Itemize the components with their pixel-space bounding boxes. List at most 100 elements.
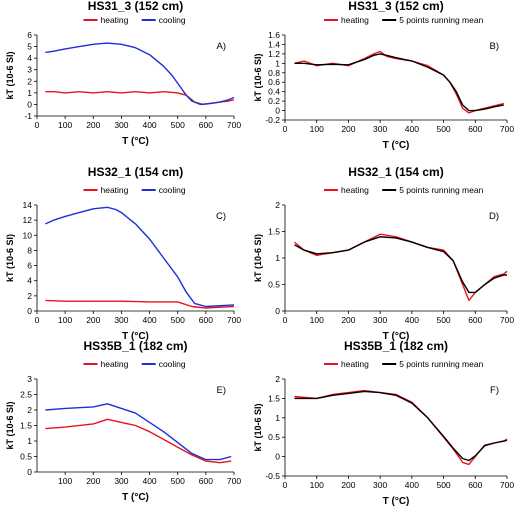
y-tick-label: -1 [24,111,32,121]
x-tick-label: 200 [341,124,355,134]
y-tick-label: 2.5 [20,390,32,400]
legend-label: heating [101,185,129,195]
y-tick-label: 2 [275,374,280,384]
series-line-cooling [45,206,235,308]
x-tick-label: 0 [35,315,40,325]
x-tick-label: 200 [341,480,355,490]
legend-label: cooling [159,185,186,195]
x-tick-label: 500 [171,476,185,486]
y-tick-label: 0 [275,306,280,316]
y-tick-label: 2 [275,200,280,210]
chart-legend: heating cooling [83,185,186,195]
x-axis-label: T (°C) [122,331,149,342]
legend-label: heating [341,185,369,195]
y-tick-label: 4 [27,276,32,286]
y-tick-label: 1.4 [268,39,280,49]
x-tick-label: 700 [227,120,241,130]
x-tick-label: 100 [58,120,72,130]
y-tick-label: 0 [27,306,32,316]
chart-legend: heating cooling [83,359,186,369]
series-line-heating [294,233,508,302]
series-line-5-points-running-mean [294,53,504,112]
chart-title: HS32_1 (154 cm) [88,165,183,179]
y-axis-label: kT (10-6 SI) [253,403,263,451]
x-tick-label: 400 [142,476,156,486]
legend-label: cooling [159,15,186,25]
y-axis-label: kT (10-6 SI) [5,234,15,282]
y-tick-label: 0.5 [268,280,280,290]
x-tick-label: 300 [373,124,387,134]
x-tick-label: 0 [283,315,288,325]
y-tick-label: 0 [27,99,32,109]
y-axis-label: kT (10-6 SI) [253,234,263,282]
y-axis-label: kT (10-6 SI) [5,401,15,449]
x-axis-label: T (°C) [383,331,410,342]
x-tick-label: 100 [310,315,324,325]
x-tick-label: 500 [171,120,185,130]
x-tick-label: 400 [405,480,419,490]
x-tick-label: 300 [114,315,128,325]
y-tick-label: -0.5 [265,471,280,481]
x-tick-label: 600 [199,120,213,130]
panel-label: F) [490,385,499,396]
y-tick-label: 1.6 [268,30,280,40]
x-axis-label: T (°C) [383,140,410,151]
y-tick-label: 1 [27,436,32,446]
x-tick-label: 500 [436,124,450,134]
x-tick-label: 400 [405,124,419,134]
series-line-heating [45,299,235,309]
x-tick-label: 700 [227,476,241,486]
x-tick-label: 500 [436,315,450,325]
x-axis-label: T (°C) [383,496,410,507]
x-tick-label: 400 [142,315,156,325]
y-tick-label: 2 [27,405,32,415]
x-tick-label: 400 [142,120,156,130]
legend-label: 5 points running mean [399,15,483,25]
chart-legend: heating 5 points running mean [324,15,484,25]
y-tick-label: 5 [27,42,32,52]
x-tick-label: 700 [227,315,241,325]
y-tick-label: 0 [27,467,32,477]
chart-title: HS35B_1 (182 cm) [83,339,187,353]
series-line-heating [45,418,232,464]
x-tick-label: 300 [373,315,387,325]
x-tick-label: 100 [310,124,324,134]
legend-label: heating [341,15,369,25]
y-axis-label: kT (10-6 SI) [5,51,15,99]
y-tick-label: 10 [23,230,33,240]
panel-label: B) [490,41,500,52]
chart-legend: heating 5 points running mean [324,359,484,369]
x-tick-label: 0 [283,480,288,490]
y-tick-label: 12 [23,215,33,225]
y-axis-label: kT (10-6 SI) [253,53,263,101]
y-tick-label: 0 [275,106,280,116]
chart-title: HS32_1 (154 cm) [348,165,443,179]
y-tick-label: 0.2 [268,96,280,106]
series-line-5-points-running-mean [294,390,508,462]
y-tick-label: 1.5 [268,227,280,237]
y-tick-label: 1.5 [20,421,32,431]
x-tick-label: 300 [114,476,128,486]
chart-panel-2: HS31_3 (152 cm) heating 5 points running m… [253,0,514,151]
y-tick-label: 0.4 [268,87,280,97]
x-tick-label: 700 [500,315,514,325]
y-tick-label: 1 [275,253,280,263]
x-tick-label: 300 [114,120,128,130]
legend-label: cooling [159,359,186,369]
series-line-5-points-running-mean [294,236,507,294]
chart-panel-4: HS32_1 (154 cm) heating 5 points running m… [253,165,514,342]
chart-panel-1: HS31_3 (152 cm) heating cooling 0 100 200 300 4… [5,0,241,147]
y-tick-label: 2 [27,291,32,301]
y-tick-label: 0.5 [268,432,280,442]
panel-label: D) [489,211,499,222]
x-axis-label: T (°C) [122,136,149,147]
x-tick-label: 0 [35,120,40,130]
chart-panel-5: HS35B_1 (182 cm) heating cooling 100 200 300 4… [5,339,241,503]
y-tick-label: 0.5 [20,452,32,462]
series-line-heating [45,90,235,106]
series-line-cooling [45,42,235,106]
y-tick-label: 14 [23,200,33,210]
panel-label: A) [217,41,227,52]
